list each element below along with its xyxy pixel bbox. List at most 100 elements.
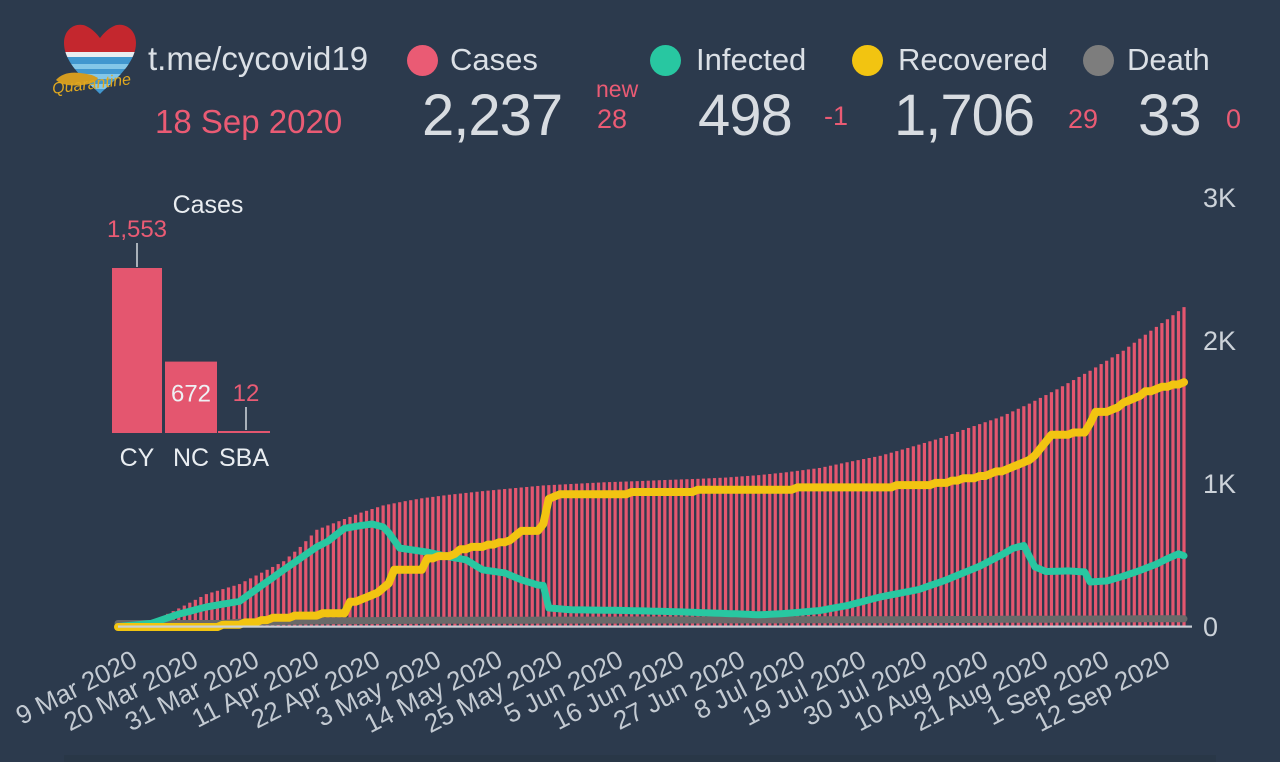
cases-bar[interactable] [679,479,683,627]
cases-bar[interactable] [933,439,938,627]
cases-bar[interactable] [364,510,369,627]
cases-bar[interactable] [1066,383,1070,627]
cases-bar[interactable] [353,514,358,627]
cases-bar[interactable] [392,503,396,627]
cases-bar[interactable] [536,485,540,627]
cases-bar[interactable] [757,475,761,627]
cases-bar[interactable] [779,472,783,627]
cases-bar[interactable] [1132,342,1136,627]
cases-bar[interactable] [862,459,866,627]
cases-bar[interactable] [751,475,755,627]
cases-bar[interactable] [580,483,584,627]
cases-bar[interactable] [735,476,739,627]
cases-bar[interactable] [955,431,960,627]
cases-bar[interactable] [287,556,291,627]
region-bar-SBA[interactable] [218,431,270,433]
cases-bar[interactable] [320,527,324,627]
cases-bar[interactable] [1033,400,1037,627]
cases-bar[interactable] [939,437,943,627]
cases-bar[interactable] [619,481,623,627]
cases-bar[interactable] [867,457,871,627]
cases-bar[interactable] [243,581,247,627]
cases-bar[interactable] [514,488,518,627]
cases-bar[interactable] [436,496,440,627]
cases-bar[interactable] [381,505,385,627]
cases-bar[interactable] [1000,416,1004,627]
cases-bar[interactable] [696,478,700,627]
cases-bar[interactable] [1182,307,1186,627]
cases-bar[interactable] [646,480,650,627]
cases-bar[interactable] [978,424,982,627]
cases-bar[interactable] [1116,354,1120,627]
cases-bar[interactable] [834,464,838,627]
cases-bar[interactable] [237,584,242,627]
cases-bar[interactable] [1160,323,1164,627]
cases-bar[interactable] [768,473,772,627]
cases-bar[interactable] [271,566,275,627]
cases-bar[interactable] [950,433,954,627]
cases-bar[interactable] [746,475,750,627]
cases-bar[interactable] [1149,330,1153,627]
cases-bar[interactable] [624,481,628,627]
cases-bar[interactable] [917,444,921,627]
cases-bar[interactable] [1038,397,1042,627]
cases-bar[interactable] [1110,357,1114,627]
cases-bar[interactable] [823,466,827,627]
cases-bar[interactable] [326,525,330,627]
cases-bar[interactable] [210,592,214,627]
cases-bar[interactable] [851,461,855,627]
cases-bar[interactable] [1022,406,1026,627]
cases-bar[interactable] [873,456,877,627]
cases-bar[interactable] [884,454,888,627]
cases-bar[interactable] [375,507,380,627]
cases-bar[interactable] [1082,373,1087,627]
cases-bar[interactable] [232,585,236,627]
cases-bar[interactable] [828,465,833,627]
cases-bar[interactable] [729,477,733,627]
cases-bar[interactable] [795,470,799,627]
cases-bar[interactable] [1138,338,1142,627]
cases-bar[interactable] [994,418,998,627]
cases-bar[interactable] [1099,364,1103,627]
cases-bar[interactable] [690,479,695,627]
cases-bar[interactable] [226,587,231,627]
cases-bar[interactable] [414,499,418,627]
cases-bar[interactable] [817,467,822,627]
cases-bar[interactable] [790,471,794,627]
cases-bar[interactable] [784,472,788,627]
cases-bar[interactable] [663,479,667,627]
cases-bar[interactable] [723,477,728,627]
cases-bar[interactable] [1071,380,1076,627]
cases-bar[interactable] [442,495,446,627]
cases-bar[interactable] [398,502,402,627]
cases-bar[interactable] [983,422,987,627]
cases-bar[interactable] [519,487,523,627]
cases-bar[interactable] [541,485,545,627]
cases-bar[interactable] [530,486,534,627]
cases-bar[interactable] [806,469,811,627]
cases-bar[interactable] [309,535,313,627]
cases-bar[interactable] [701,478,706,627]
cases-by-region-chart[interactable]: Cases CY 1,553 NC 672 SBA 12 [86,188,296,483]
cases-bar[interactable] [812,468,816,627]
cases-bar[interactable] [1171,315,1175,627]
cases-bar[interactable] [668,479,672,627]
cases-bar[interactable] [403,501,407,627]
cases-bar[interactable] [895,451,899,627]
cases-bar[interactable] [906,447,910,627]
cases-bar[interactable] [1165,319,1170,627]
cases-bar[interactable] [641,480,645,627]
cases-bar[interactable] [359,512,363,627]
cases-bar[interactable] [547,485,551,627]
cases-bar[interactable] [503,489,507,627]
cases-bar[interactable] [342,519,347,627]
cases-bar[interactable] [1060,386,1065,627]
cases-bar[interactable] [630,481,634,627]
cases-bar[interactable] [1105,360,1109,627]
cases-bar[interactable] [276,564,280,627]
cases-bar[interactable] [497,489,501,627]
cases-bar[interactable] [1121,350,1125,627]
cases-bar[interactable] [215,590,220,627]
cases-bar[interactable] [1044,395,1048,627]
cases-bar[interactable] [1016,408,1020,627]
